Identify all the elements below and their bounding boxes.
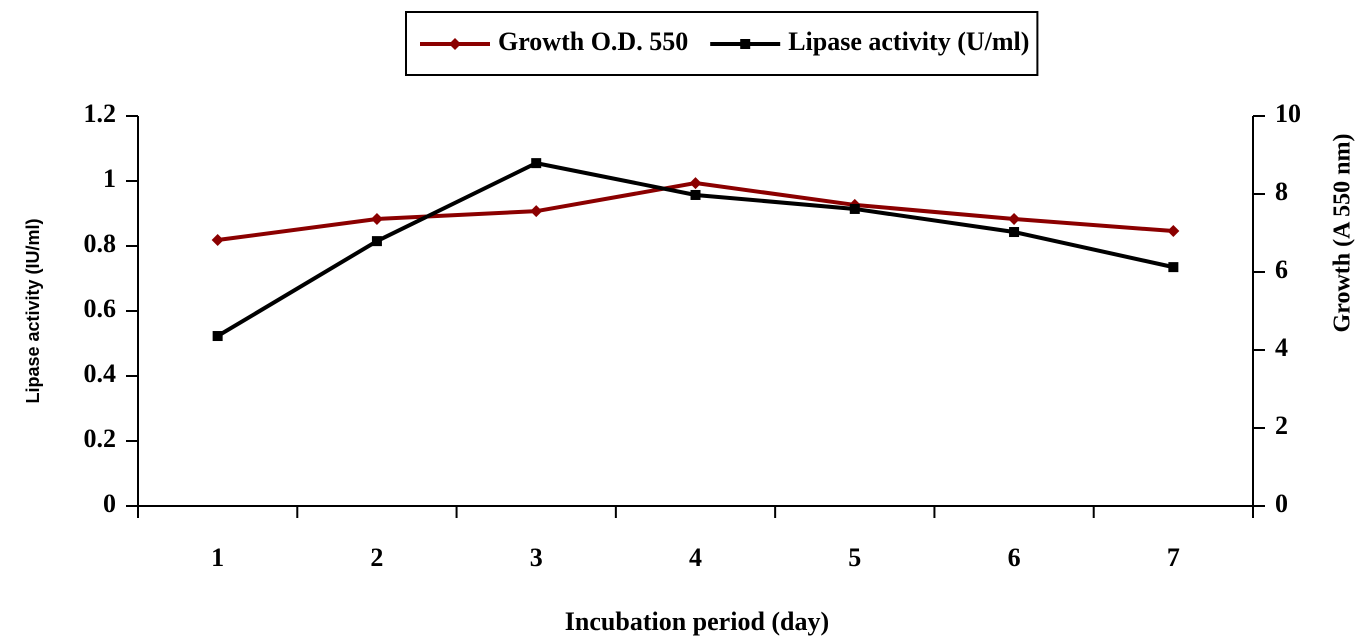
y-axis-title: Lipase activity (IU/ml) [23,218,43,403]
y-tick-label: 0.4 [84,359,117,388]
y-tick-label: 0.8 [84,229,117,258]
point [1168,262,1179,273]
x-tick-label: 3 [530,543,543,572]
x-tick-label: 6 [1008,543,1021,572]
point [1008,212,1021,225]
y2-tick-label: 6 [1275,255,1288,284]
y-tick-label: 0.6 [84,294,117,323]
x-tick-label: 7 [1167,543,1180,572]
point [531,158,542,169]
legend-label: Growth O.D. 550 [498,27,688,56]
legend-label: Lipase activity (U/ml) [788,27,1029,56]
point [689,177,702,190]
legend-marker [449,38,461,50]
y2-tick-label: 4 [1275,333,1288,362]
y2-tick-label: 2 [1275,411,1288,440]
x-tick-label: 2 [370,543,383,572]
point [370,212,383,225]
y-tick-label: 0.2 [84,424,117,453]
y2-tick-label: 0 [1275,489,1288,518]
x-axis-title: Incubation period (day) [565,607,829,636]
point [530,205,543,218]
point [212,331,223,342]
y-tick-label: 1.2 [84,99,117,128]
legend: Growth O.D. 550 Lipase activity (U/ml) [405,11,1039,76]
point [1167,225,1180,238]
x-tick-label: 5 [848,543,861,572]
y-tick-label: 0 [103,489,116,518]
point [371,236,382,247]
y2-axis-title: Growth (A 550 nm) [1330,134,1356,333]
x-tick-label: 4 [689,543,702,572]
x-tick-label: 1 [211,543,224,572]
y2-tick-label: 10 [1275,99,1301,128]
point [211,234,224,247]
point [690,189,701,200]
y2-tick-label: 8 [1275,177,1288,206]
point [1009,227,1020,238]
y-tick-label: 1 [103,164,116,193]
point [849,203,860,214]
legend-marker [740,39,751,49]
